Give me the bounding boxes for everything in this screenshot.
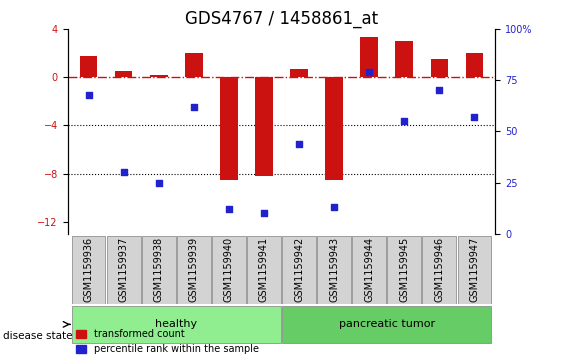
FancyBboxPatch shape — [72, 306, 281, 343]
FancyBboxPatch shape — [247, 236, 281, 304]
FancyBboxPatch shape — [282, 236, 316, 304]
Point — [119, 170, 128, 175]
Text: GSM1159936: GSM1159936 — [83, 237, 93, 302]
Text: GSM1159947: GSM1159947 — [470, 237, 480, 302]
Point — [154, 180, 163, 185]
Point — [294, 141, 303, 147]
FancyBboxPatch shape — [318, 236, 351, 304]
FancyBboxPatch shape — [72, 236, 105, 304]
Title: GDS4767 / 1458861_at: GDS4767 / 1458861_at — [185, 10, 378, 28]
Bar — [360, 37, 378, 77]
Point — [365, 69, 374, 75]
Point — [435, 87, 444, 93]
Bar — [115, 71, 132, 77]
Point — [400, 118, 409, 124]
FancyBboxPatch shape — [142, 236, 176, 304]
Text: disease state: disease state — [3, 331, 72, 341]
Text: GSM1159938: GSM1159938 — [154, 237, 164, 302]
Bar — [150, 75, 168, 77]
Point — [84, 91, 93, 97]
Bar — [325, 77, 343, 180]
Bar — [395, 41, 413, 77]
FancyBboxPatch shape — [177, 236, 211, 304]
Point — [260, 210, 269, 216]
Bar — [220, 77, 238, 180]
FancyBboxPatch shape — [282, 306, 491, 343]
Point — [225, 206, 234, 212]
Text: GSM1159946: GSM1159946 — [434, 237, 444, 302]
FancyBboxPatch shape — [387, 236, 421, 304]
Text: healthy: healthy — [155, 319, 198, 329]
Text: GSM1159943: GSM1159943 — [329, 237, 339, 302]
Bar — [466, 53, 483, 77]
Point — [329, 204, 338, 210]
FancyBboxPatch shape — [422, 236, 456, 304]
Text: pancreatic tumor: pancreatic tumor — [339, 319, 435, 329]
Legend: transformed count, percentile rank within the sample: transformed count, percentile rank withi… — [73, 326, 263, 358]
Bar — [431, 59, 448, 77]
FancyBboxPatch shape — [212, 236, 245, 304]
Bar — [80, 56, 97, 77]
Text: GSM1159937: GSM1159937 — [119, 237, 129, 302]
Text: GSM1159941: GSM1159941 — [259, 237, 269, 302]
Text: GSM1159944: GSM1159944 — [364, 237, 374, 302]
Point — [470, 114, 479, 120]
FancyBboxPatch shape — [458, 236, 491, 304]
Text: GSM1159942: GSM1159942 — [294, 237, 304, 302]
FancyBboxPatch shape — [107, 236, 141, 304]
Text: GSM1159945: GSM1159945 — [399, 237, 409, 302]
Text: GSM1159940: GSM1159940 — [224, 237, 234, 302]
FancyBboxPatch shape — [352, 236, 386, 304]
Bar — [185, 53, 203, 77]
Bar — [291, 69, 308, 77]
Text: GSM1159939: GSM1159939 — [189, 237, 199, 302]
Point — [189, 104, 198, 110]
Bar — [255, 77, 272, 176]
